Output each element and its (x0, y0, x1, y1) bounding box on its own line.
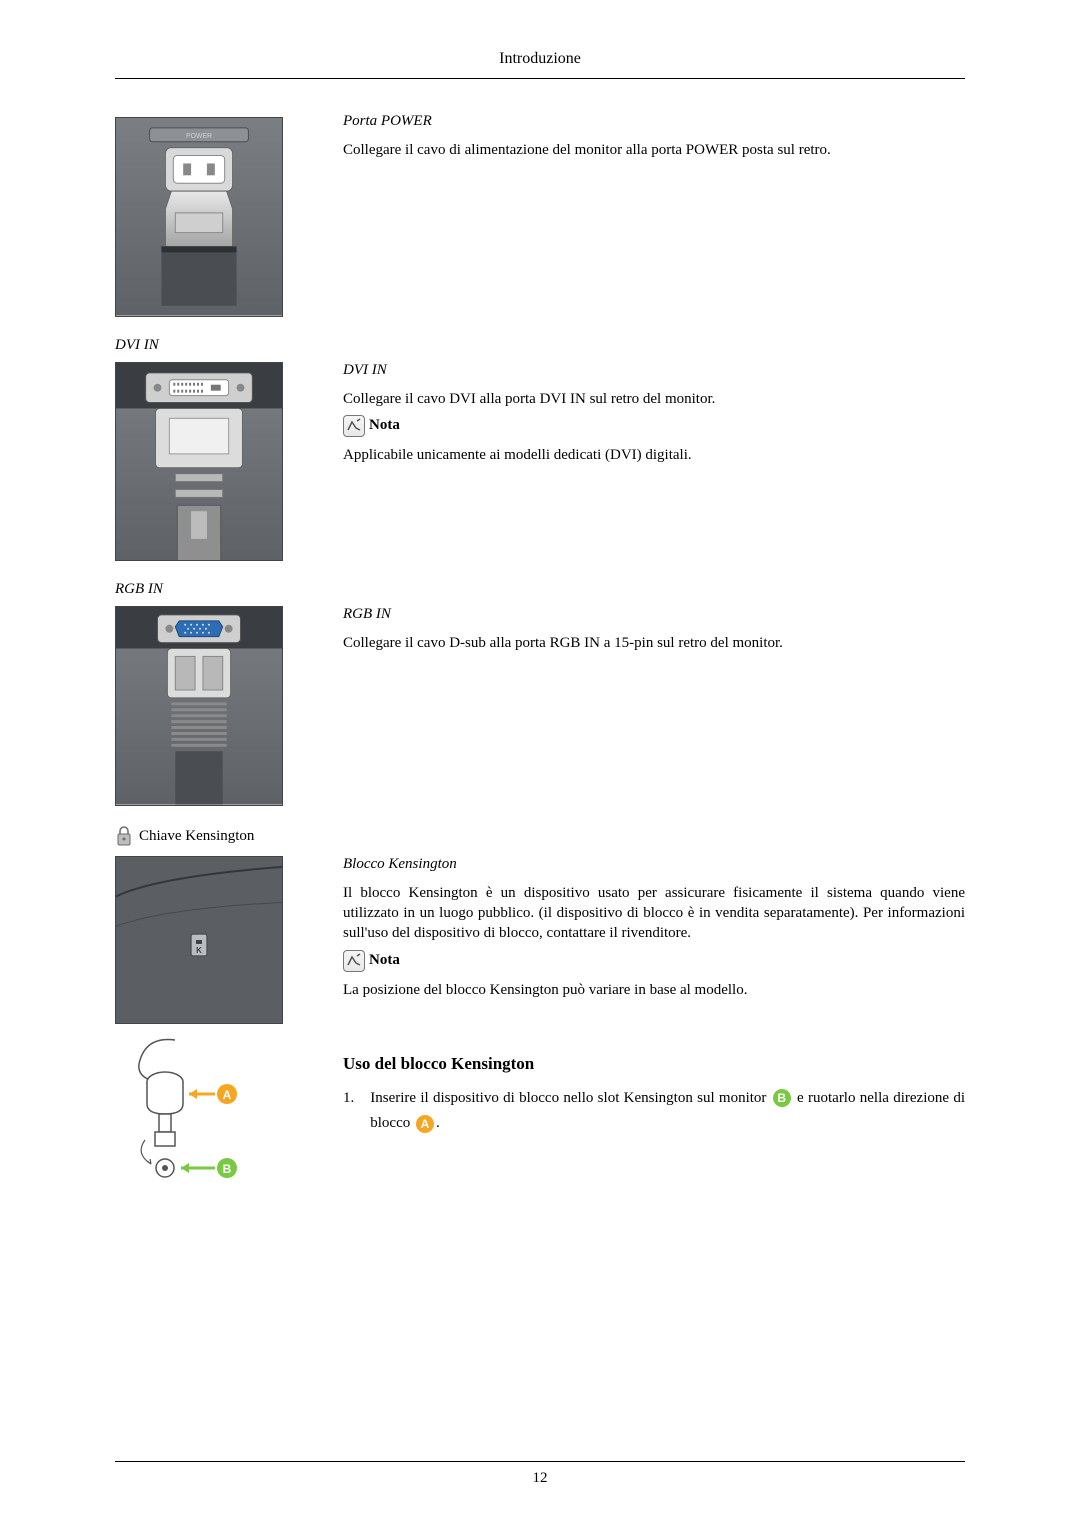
header-rule (115, 78, 965, 79)
kensington-left-label-row: Chiave Kensington (115, 826, 965, 848)
section-dvi: DVI IN Collegare il cavo DVI alla porta … (115, 362, 965, 562)
svg-text:B: B (223, 1162, 232, 1176)
section-kensington-2: A B Uso del blocco Kensington 1. Inserir… (115, 1034, 965, 1199)
badge-a-icon: A (416, 1115, 434, 1133)
step1-part-c: . (436, 1115, 440, 1131)
svg-text:K: K (196, 946, 202, 955)
kensington-step-1: 1. Inserire il dispositivo di blocco nel… (343, 1086, 965, 1137)
power-body: Collegare il cavo di alimentazione del m… (343, 140, 965, 160)
rgb-caption-left: RGB IN (115, 581, 965, 598)
svg-text:A: A (223, 1088, 232, 1102)
nota-label: Nota (369, 952, 400, 969)
badge-b-icon: B (773, 1089, 791, 1107)
section-power: POWER Porta POWER Collegare il cavo di a… (115, 113, 965, 317)
section-kensington-1: K Blocco Kensington Il blocco Kensington… (115, 856, 965, 1024)
page-number: 12 (115, 1470, 965, 1487)
dvi-title: DVI IN (343, 362, 965, 379)
rgb-port-illustration (115, 606, 283, 806)
page-header: Introduzione (115, 50, 965, 78)
dvi-port-illustration (115, 362, 283, 562)
note-icon (343, 950, 365, 972)
dvi-caption-left: DVI IN (115, 337, 965, 354)
step-number: 1. (343, 1086, 354, 1137)
step-text: Inserire il dispositivo di blocco nello … (370, 1086, 965, 1137)
step1-part-a: Inserire il dispositivo di blocco nello … (370, 1090, 770, 1106)
kensington-body: Il blocco Kensington è un dispositivo us… (343, 883, 965, 944)
note-icon (343, 415, 365, 437)
dvi-nota: Nota (343, 415, 965, 437)
kensington-title: Blocco Kensington (343, 856, 965, 873)
kensington-left-label: Chiave Kensington (139, 828, 254, 845)
kensington-usage-heading: Uso del blocco Kensington (343, 1054, 965, 1074)
kensington-slot-illustration: K (115, 856, 283, 1024)
section-rgb: RGB IN Collegare il cavo D-sub alla port… (115, 606, 965, 806)
page-footer: 12 (115, 1461, 965, 1487)
footer-rule (115, 1461, 965, 1462)
svg-text:POWER: POWER (186, 133, 212, 140)
kensington-nota-body: La posizione del blocco Kensington può v… (343, 980, 965, 1000)
kensington-nota: Nota (343, 950, 965, 972)
power-title: Porta POWER (343, 113, 965, 130)
lock-icon (115, 826, 133, 848)
dvi-nota-body: Applicabile unicamente ai modelli dedica… (343, 445, 965, 465)
rgb-body: Collegare il cavo D-sub alla porta RGB I… (343, 633, 965, 653)
power-port-illustration: POWER (115, 117, 283, 317)
rgb-title: RGB IN (343, 606, 965, 623)
dvi-body: Collegare il cavo DVI alla porta DVI IN … (343, 389, 965, 409)
nota-label: Nota (369, 417, 400, 434)
kensington-lock-diagram: A B (115, 1034, 283, 1194)
